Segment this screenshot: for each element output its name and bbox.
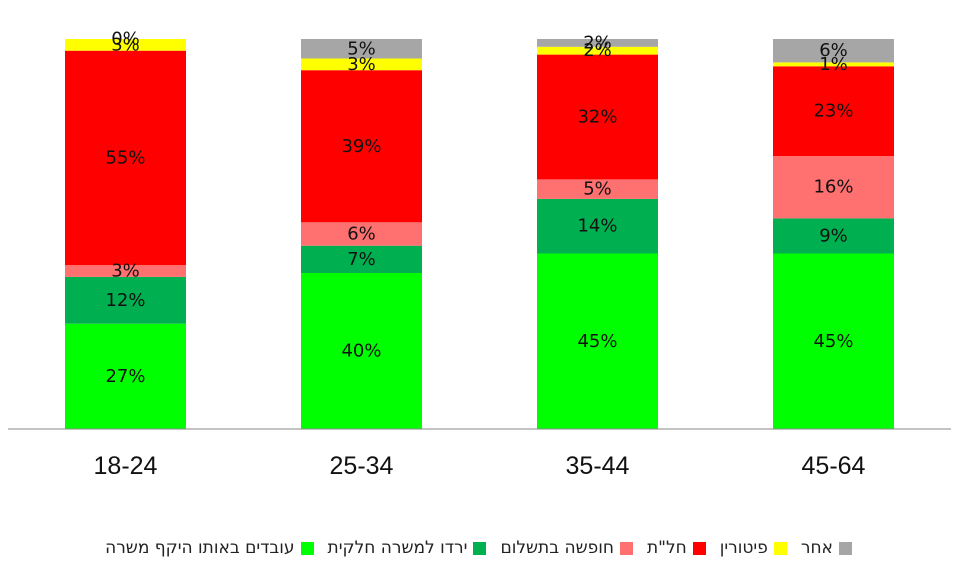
- x-tick-label: 18-24: [94, 452, 158, 480]
- data-label: 3%: [111, 261, 140, 282]
- data-label: 55%: [105, 147, 145, 168]
- legend-swatch: [473, 541, 487, 555]
- data-label: 12%: [105, 290, 145, 311]
- bar-segment: [537, 54, 658, 180]
- legend-swatch: [692, 541, 706, 555]
- bar-segment: [537, 179, 658, 199]
- legend-label: חופשה בתשלום: [500, 538, 614, 558]
- x-tick-labels-layer: 18-24 25-34 35-44 45-64: [94, 452, 866, 480]
- bar-segment: [773, 39, 894, 63]
- data-label: 5%: [347, 38, 376, 59]
- data-label: 7%: [347, 249, 376, 270]
- legend-swatch: [619, 541, 633, 555]
- data-label: 0%: [111, 29, 140, 50]
- legend-swatch: [838, 541, 852, 555]
- legend-label: פיטורין: [719, 538, 768, 558]
- legend-item: פיטורין: [720, 538, 787, 558]
- bar-segment: [537, 253, 658, 429]
- data-label: 45%: [813, 331, 853, 352]
- x-tick-label: 45-64: [802, 452, 866, 480]
- legend-item: חל"ת: [647, 538, 706, 558]
- legend-item: חופשה בתשלום: [500, 538, 633, 558]
- data-labels-layer: 27%12%3%55%3%0%40%7%6%39%3%5%45%14%5%32%…: [105, 29, 853, 387]
- data-label: 6%: [819, 40, 848, 61]
- data-label: 2%: [583, 40, 612, 61]
- data-label: 3%: [347, 54, 376, 75]
- bar-segment: [65, 265, 186, 277]
- data-label: 3%: [111, 34, 140, 55]
- data-label: 27%: [105, 366, 145, 387]
- bar-segment: [773, 156, 894, 219]
- data-label: 6%: [347, 224, 376, 245]
- legend-label: חל"ת: [646, 538, 687, 558]
- bar-segment: [773, 62, 894, 67]
- x-tick-label: 35-44: [566, 452, 630, 480]
- bar-segment: [537, 198, 658, 254]
- legend-item: עובדים באותו היקף משרה: [105, 538, 314, 558]
- bar-segment: [301, 58, 422, 71]
- bar-segment: [301, 273, 422, 429]
- bar-segment: [65, 50, 186, 266]
- data-label: 45%: [577, 331, 617, 352]
- x-tick-label: 25-34: [330, 452, 394, 480]
- data-label: 14%: [577, 216, 617, 237]
- data-label: 5%: [583, 179, 612, 200]
- data-label: 1%: [819, 54, 848, 75]
- legend-item: ירדו למשרה חלקית: [328, 538, 487, 558]
- legend-label: ירדו למשרה חלקית: [327, 538, 468, 558]
- bar-segment: [65, 323, 186, 429]
- data-label: 32%: [577, 107, 617, 128]
- legend-item: אחר: [801, 538, 852, 558]
- bar-segment: [301, 245, 422, 273]
- data-label: 23%: [813, 101, 853, 122]
- bar-segment: [65, 39, 186, 51]
- bar-segment: [65, 276, 186, 324]
- bar-segment: [301, 70, 422, 223]
- legend-swatch: [773, 541, 787, 555]
- bar-segment: [773, 253, 894, 429]
- data-label: 9%: [819, 225, 848, 246]
- bar-segment: [537, 39, 658, 47]
- data-label: 16%: [813, 177, 853, 198]
- data-label: 39%: [341, 136, 381, 157]
- legend-swatch: [300, 541, 314, 555]
- bar-segment: [773, 66, 894, 156]
- bar-segment: [773, 218, 894, 254]
- legend-label: עובדים באותו היקף משרה: [105, 538, 295, 558]
- data-label: 40%: [341, 341, 381, 362]
- bar-segment: [537, 46, 658, 55]
- bar-segment: [301, 222, 422, 246]
- bars-layer: [65, 39, 894, 429]
- bar-segment: [301, 39, 422, 59]
- legend-label: אחר: [800, 538, 833, 558]
- data-label: 2%: [583, 32, 612, 53]
- legend: עובדים באותו היקף משרה ירדו למשרה חלקית חו…: [0, 534, 957, 562]
